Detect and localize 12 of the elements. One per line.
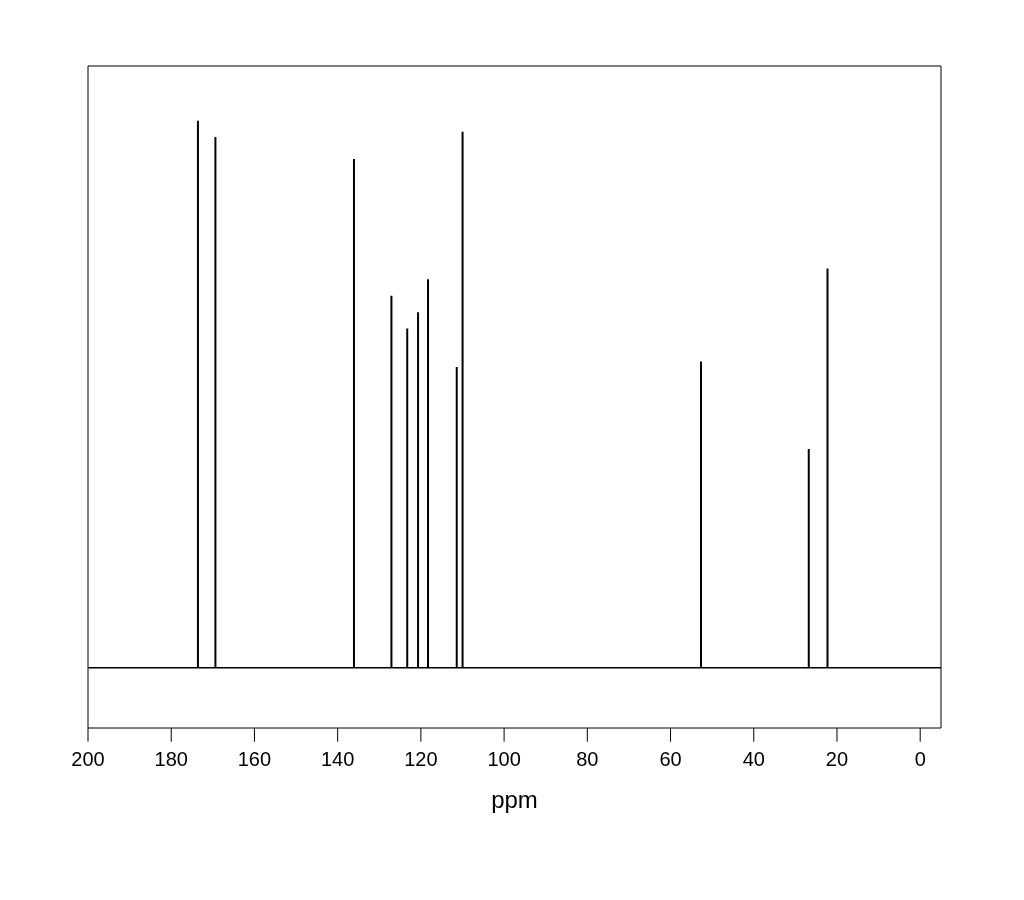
x-tick-label: 80 <box>576 748 599 771</box>
x-tick-label: 140 <box>320 748 355 771</box>
x-tick-label: 120 <box>404 748 438 771</box>
x-tick-label: 180 <box>154 748 188 771</box>
x-tick-label: 0 <box>914 748 926 771</box>
x-tick-label: 200 <box>71 748 105 771</box>
x-tick-label: 100 <box>487 748 521 771</box>
x-tick-label: 160 <box>237 748 272 771</box>
x-axis-title: ppm <box>491 786 538 813</box>
x-tick-label: 60 <box>659 748 682 771</box>
x-tick-label: 40 <box>742 748 765 771</box>
x-tick-label: 20 <box>825 748 849 771</box>
